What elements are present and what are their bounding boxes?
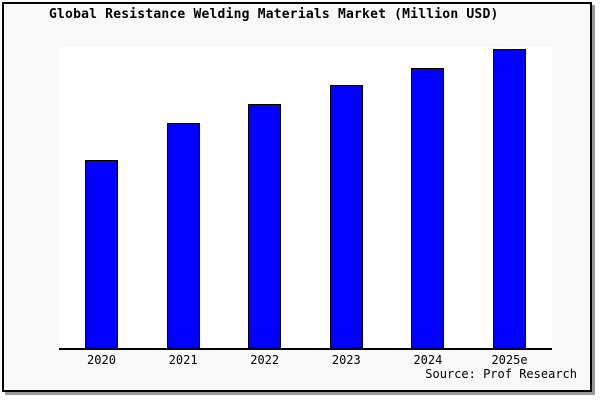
x-tick-label-2025e: 2025e [491, 353, 528, 367]
x-tick-label-2022: 2022 [250, 353, 280, 367]
plot-area [59, 47, 552, 350]
bar-2022 [248, 104, 282, 348]
chart-title: Global Resistance Welding Materials Mark… [49, 7, 499, 22]
source-note: Source: Prof Research [425, 367, 577, 381]
x-tick-label-2021: 2021 [168, 353, 198, 367]
x-tick-label-2023: 2023 [331, 353, 361, 367]
x-tick-label-2024: 2024 [413, 353, 443, 367]
bar-2023 [329, 85, 363, 348]
bar-2021 [166, 123, 200, 348]
bar-2025e [493, 49, 526, 348]
bar-2020 [85, 160, 118, 348]
bar-2024 [411, 68, 445, 348]
x-tick-label-2020: 2020 [87, 353, 116, 367]
